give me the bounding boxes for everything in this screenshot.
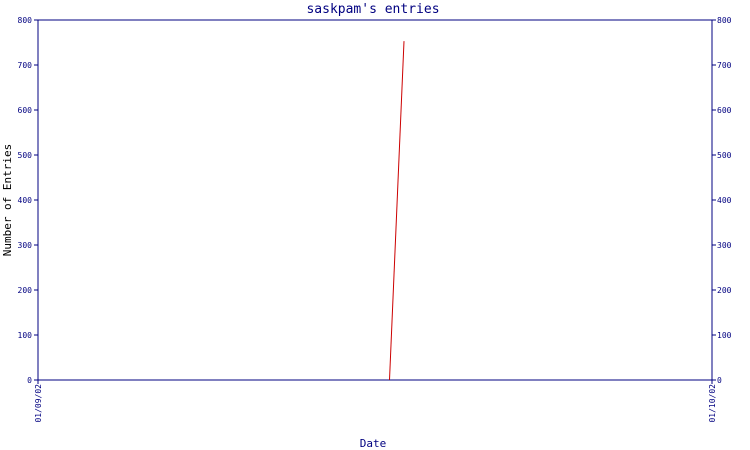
y-tick-label-left: 400 [18, 196, 33, 205]
y-tick-label-right: 700 [717, 61, 732, 70]
x-tick-label: 01/09/02 [34, 384, 43, 423]
y-tick-label-right: 100 [717, 331, 732, 340]
y-tick-label-right: 300 [717, 241, 732, 250]
series-line-0 [389, 41, 405, 381]
y-tick-label-right: 600 [717, 106, 732, 115]
y-tick-label-left: 0 [27, 376, 32, 385]
x-axis-label: Date [360, 437, 387, 450]
y-tick-label-right: 500 [717, 151, 732, 160]
y-tick-label-left: 500 [18, 151, 33, 160]
x-tick-label: 01/10/02 [708, 384, 717, 423]
x-axis: 01/09/02 01/10/02 [34, 380, 717, 423]
y-tick-label-right: 200 [717, 286, 732, 295]
y-axis-label: Number of Entries [1, 144, 14, 257]
y-tick-label-right: 400 [717, 196, 732, 205]
y-tick-label-left: 600 [18, 106, 33, 115]
y-tick-label-right: 0 [717, 376, 722, 385]
y-tick-label-left: 200 [18, 286, 33, 295]
y-tick-label-left: 800 [18, 16, 33, 25]
plot-frame [37, 19, 713, 381]
chart-title: saskpam's entries [306, 2, 439, 17]
y-tick-label-left: 700 [18, 61, 33, 70]
y-tick-label-left: 300 [18, 241, 33, 250]
y-axis-right: 0 100 200 300 400 500 600 700 800 [712, 16, 732, 385]
y-tick-label-left: 100 [18, 331, 33, 340]
y-tick-label-right: 800 [717, 16, 732, 25]
series-layer [389, 41, 405, 381]
y-axis-left: 0 100 200 300 400 500 600 700 800 [18, 16, 38, 385]
